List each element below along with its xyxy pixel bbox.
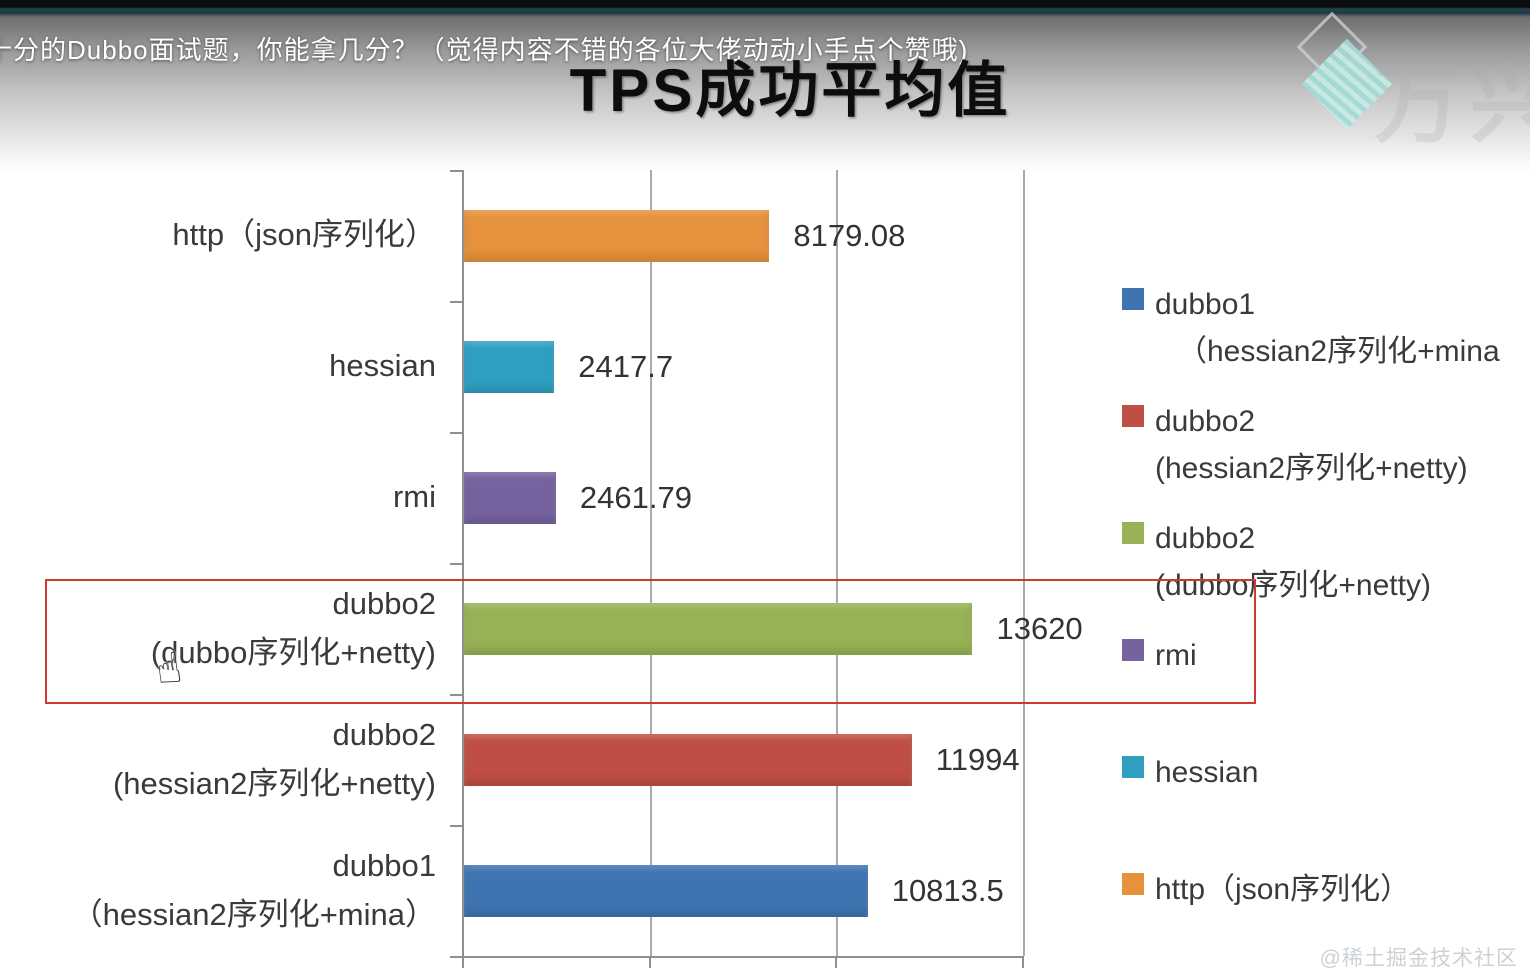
axis-tick (450, 170, 462, 172)
gridline (1023, 170, 1025, 956)
highlight-box (45, 579, 1256, 704)
bar (464, 471, 556, 524)
bar (464, 340, 555, 393)
legend-label: hessian (1155, 756, 1259, 789)
legend-entry: rmi (1122, 632, 1197, 679)
chart-legend: dubbo1 （hessian2序列化+mina dubbo2 (hessian2序列… (1122, 270, 1530, 970)
legend-entry: http（json序列化） (1122, 866, 1410, 913)
legend-entry: dubbo1 （hessian2序列化+mina (1122, 281, 1500, 376)
value-label: 10813.5 (891, 872, 1004, 908)
bar (464, 602, 973, 655)
axis-tick (450, 301, 462, 303)
legend-swatch (1122, 288, 1144, 310)
gridline (836, 170, 839, 956)
bar-row: 2461.79 (464, 432, 1024, 563)
bar-row: 11994 (464, 694, 1024, 825)
value-label: 8179.08 (793, 217, 906, 253)
legend-swatch (1122, 873, 1144, 895)
bar-row: 10813.5 (464, 825, 1024, 956)
legend-label: dubbo1 （hessian2序列化+mina (1155, 288, 1500, 369)
value-label: 2461.79 (579, 479, 692, 515)
legend-entry: dubbo2 (dubbo序列化+netty) (1122, 515, 1431, 610)
category-label: dubbo2 (hessian2序列化+netty) (112, 717, 436, 801)
axis-tick (450, 825, 462, 827)
category-label: hessian (329, 348, 436, 384)
value-label: 13620 (996, 610, 1083, 646)
chart-title: TPS成功平均值 (569, 57, 1011, 124)
bar (464, 209, 770, 262)
category-label: dubbo2 (dubbo序列化+netty) (150, 586, 436, 670)
axis-tick (462, 956, 464, 968)
axis-tick (450, 563, 462, 565)
legend-swatch (1122, 756, 1144, 778)
category-label: http（json序列化） (172, 217, 436, 253)
bar-row: 2417.7 (464, 301, 1024, 432)
value-label: 11994 (935, 741, 1020, 777)
legend-label: http（json序列化） (1155, 873, 1411, 906)
brand-logo-text: 万兴 (1374, 57, 1530, 153)
axis-tick (1022, 956, 1024, 968)
bar (464, 733, 912, 786)
axis-tick (450, 694, 462, 696)
bar-row: 13620 (464, 563, 1083, 694)
plot-area: 8179.08 2417.7 2461.79 13620 11994 10813.5 (462, 170, 1083, 958)
axis-tick (649, 956, 651, 968)
gridline (649, 170, 652, 956)
legend-entry: hessian (1122, 749, 1258, 796)
value-label: 2417.7 (578, 348, 674, 384)
legend-label: rmi (1155, 639, 1197, 672)
axis-tick (450, 432, 462, 434)
category-labels: http（json序列化） hessian rmi dubbo2 (dubbo序列化+n… (0, 170, 450, 956)
watermark: @稀土掘金技术社区 (1319, 947, 1518, 970)
axis-tick (835, 956, 837, 968)
category-label: rmi (392, 479, 436, 515)
legend-swatch (1122, 405, 1144, 427)
bar (464, 864, 868, 917)
video-overlay-title: 十分的Dubbo面试题，你能拿几分？（觉得内容不错的各位大佬动动小手点个赞哦) (0, 35, 969, 65)
legend-label: dubbo2 (dubbo序列化+netty) (1155, 522, 1431, 603)
category-label: dubbo1 （hessian2序列化+mina） (71, 848, 436, 932)
legend-swatch (1122, 639, 1144, 661)
legend-label: dubbo2 (hessian2序列化+netty) (1155, 405, 1468, 486)
legend-entry: dubbo2 (hessian2序列化+netty) (1122, 398, 1468, 493)
bar-row: 8179.08 (464, 170, 1024, 301)
header-background (0, 0, 1530, 172)
axis-tick (450, 956, 462, 958)
legend-swatch (1122, 522, 1144, 544)
